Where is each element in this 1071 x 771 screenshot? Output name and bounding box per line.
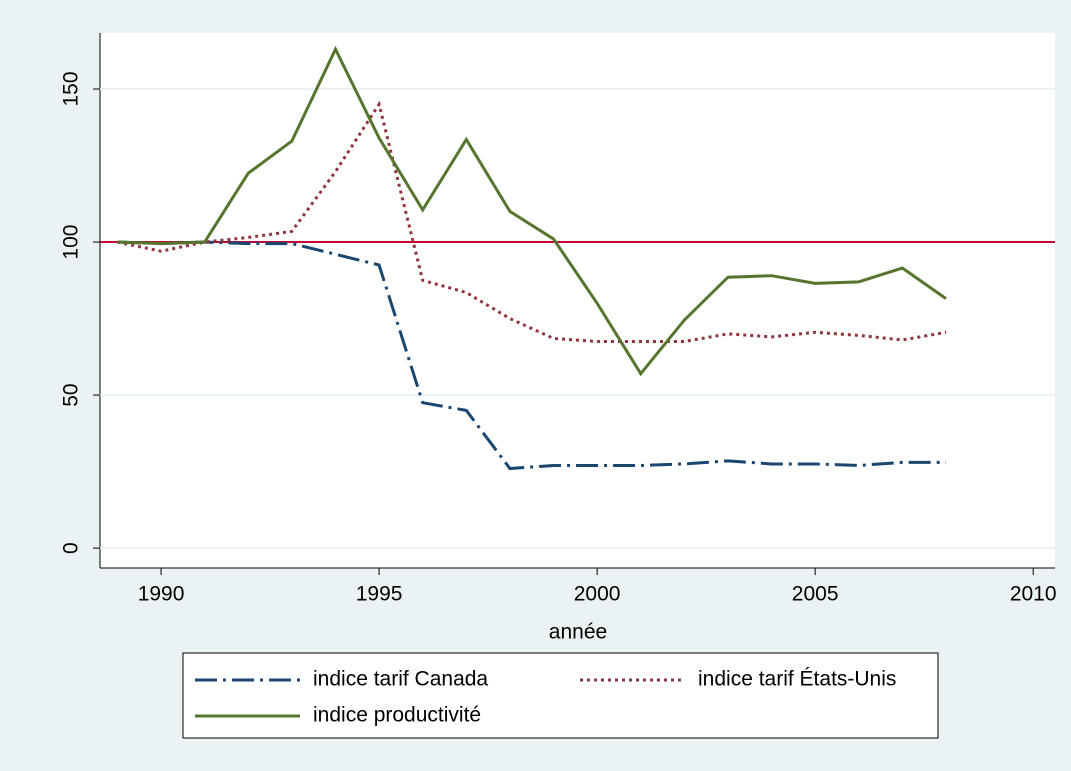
- plot-area: [100, 33, 1055, 568]
- x-tick-label: 1990: [138, 583, 185, 606]
- series-line: [117, 100, 947, 344]
- x-axis-title: année: [549, 621, 607, 644]
- x-tick-label: 2005: [792, 583, 839, 606]
- series-line: [117, 240, 946, 471]
- y-tick-label: 150: [60, 71, 83, 106]
- y-tick-label: 100: [60, 225, 83, 260]
- series-line: [117, 45, 947, 377]
- legend-label: indice tarif États-Unis: [698, 668, 896, 691]
- legend-label: indice tarif Canada: [313, 668, 488, 691]
- legend-label: indice productivité: [313, 704, 481, 727]
- y-tick-label: 0: [60, 542, 83, 554]
- legend: [182, 652, 939, 739]
- x-tick-label: 2010: [1010, 583, 1057, 606]
- x-tick-label: 2000: [574, 583, 621, 606]
- x-tick-label: 1995: [356, 583, 403, 606]
- y-tick-label: 50: [60, 383, 83, 406]
